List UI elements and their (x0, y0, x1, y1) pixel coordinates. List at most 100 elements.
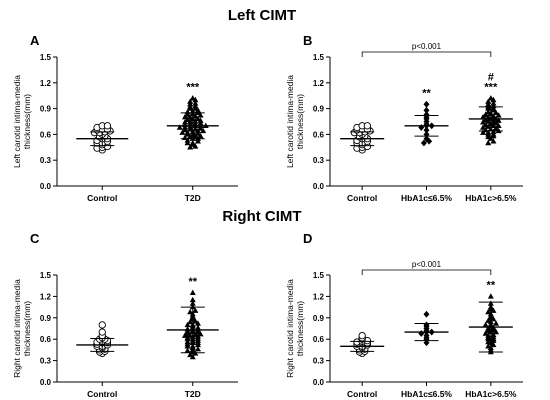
panel-letter: C (30, 231, 40, 246)
data-point (192, 331, 199, 338)
y-tick-label: 1.5 (313, 53, 325, 62)
data-point (490, 316, 497, 322)
data-point (493, 320, 500, 326)
bracket-label: p<0.001 (412, 260, 442, 269)
data-point (485, 317, 492, 323)
data-point (490, 331, 497, 338)
y-tick-label: 0.6 (40, 130, 52, 139)
data-point (98, 328, 106, 336)
series-3 (468, 95, 513, 146)
data-point (189, 95, 196, 101)
series-1 (76, 321, 129, 358)
significance-annotation: *** (484, 81, 498, 93)
panel-letter: A (30, 33, 40, 48)
data-point (485, 338, 492, 345)
significance-annotation: ** (422, 87, 431, 99)
category-label: Control (347, 193, 377, 203)
significance-annotation: ** (487, 279, 496, 291)
y-tick-label: 0.6 (313, 130, 325, 139)
data-point (423, 111, 430, 119)
data-point (194, 345, 201, 352)
y-tick-label: 0.3 (40, 156, 52, 165)
data-point (184, 347, 191, 353)
data-point (482, 330, 489, 336)
data-point (423, 106, 430, 114)
y-tick-label: 0.6 (40, 335, 52, 344)
panel-A: A 0.0 0.3 0.6 0.9 1.2 1.5 Left carotid intima-m… (12, 33, 238, 203)
data-point (487, 293, 494, 299)
data-point (192, 96, 199, 103)
y-tick-label: 1.5 (40, 53, 52, 62)
panel-letter: B (303, 33, 312, 48)
data-point (423, 100, 430, 108)
series-1 (76, 122, 129, 154)
y-tick-label: 1.2 (313, 79, 325, 88)
data-point (192, 126, 199, 132)
category-label: HbA1c≤6.5% (401, 193, 452, 203)
panel-B: B 0.0 0.3 0.6 0.9 1.2 1.5 Left carotid intima-m… (285, 33, 523, 203)
y-axis-label: Left carotid intima-media (285, 75, 295, 168)
data-point (423, 135, 430, 143)
data-point (485, 139, 492, 146)
data-point (485, 308, 492, 315)
y-tick-label: 0.0 (40, 378, 52, 387)
y-axis-label-line2: thickness(mm) (22, 301, 32, 356)
y-tick-label: 0.3 (313, 156, 325, 165)
category-label: Control (87, 389, 117, 399)
significance-annotation: *** (186, 81, 200, 93)
series-2 (166, 95, 219, 150)
y-tick-label: 0.0 (40, 182, 52, 191)
data-point (485, 343, 492, 349)
y-tick-label: 1.2 (313, 292, 325, 301)
series-3 (468, 293, 513, 355)
category-label: HbA1c>6.5% (465, 193, 517, 203)
data-point (187, 318, 194, 325)
y-axis-label-line2: thickness(mm) (22, 94, 32, 149)
y-tick-label: 1.5 (40, 271, 52, 280)
series-1 (340, 122, 385, 154)
data-point (187, 351, 194, 358)
section-title-left: Left CIMT (228, 7, 296, 24)
data-point (194, 324, 201, 330)
y-axis-label: Right carotid intima-media (12, 279, 22, 378)
data-point (187, 308, 194, 315)
y-tick-label: 0.6 (313, 335, 325, 344)
data-point (194, 107, 201, 113)
y-tick-label: 0.3 (40, 357, 52, 366)
y-axis-label-line2: thickness(mm) (295, 301, 305, 356)
y-tick-label: 0.9 (40, 314, 52, 323)
series-2 (166, 289, 219, 360)
y-tick-label: 1.2 (40, 79, 52, 88)
significance-bracket (361, 269, 492, 275)
data-point (192, 143, 199, 149)
y-tick-label: 0.9 (313, 105, 325, 114)
y-tick-label: 0.0 (313, 182, 325, 191)
data-point (420, 139, 427, 147)
y-tick-label: 0.9 (40, 105, 52, 114)
data-point (189, 300, 196, 306)
data-point (487, 95, 494, 101)
significance-annotation-hash: # (488, 71, 494, 83)
data-point (192, 100, 199, 106)
series-2 (404, 100, 449, 147)
y-axis-label: Left carotid intima-media (12, 75, 22, 168)
category-label: T2D (185, 389, 201, 399)
category-label: T2D (185, 193, 201, 203)
y-tick-label: 0.0 (313, 378, 325, 387)
bracket-label: p<0.001 (412, 42, 442, 51)
data-point (418, 330, 425, 337)
panel-D: D 0.0 0.3 0.6 0.9 1.2 1.5 Right carotid intima-… (285, 231, 523, 399)
data-point (363, 122, 372, 130)
data-point (189, 303, 196, 310)
data-point (192, 307, 199, 313)
data-point (490, 307, 497, 313)
section-title-right: Right CIMT (222, 208, 301, 225)
data-point (423, 339, 430, 347)
panel-C: C 0.0 0.3 0.6 0.9 1.2 1.5 Right carotid intima-… (12, 231, 238, 399)
significance-annotation: ** (188, 276, 197, 288)
data-point (184, 321, 191, 328)
data-point (495, 117, 502, 123)
y-tick-label: 0.9 (313, 314, 325, 323)
y-tick-label: 1.2 (40, 292, 52, 301)
